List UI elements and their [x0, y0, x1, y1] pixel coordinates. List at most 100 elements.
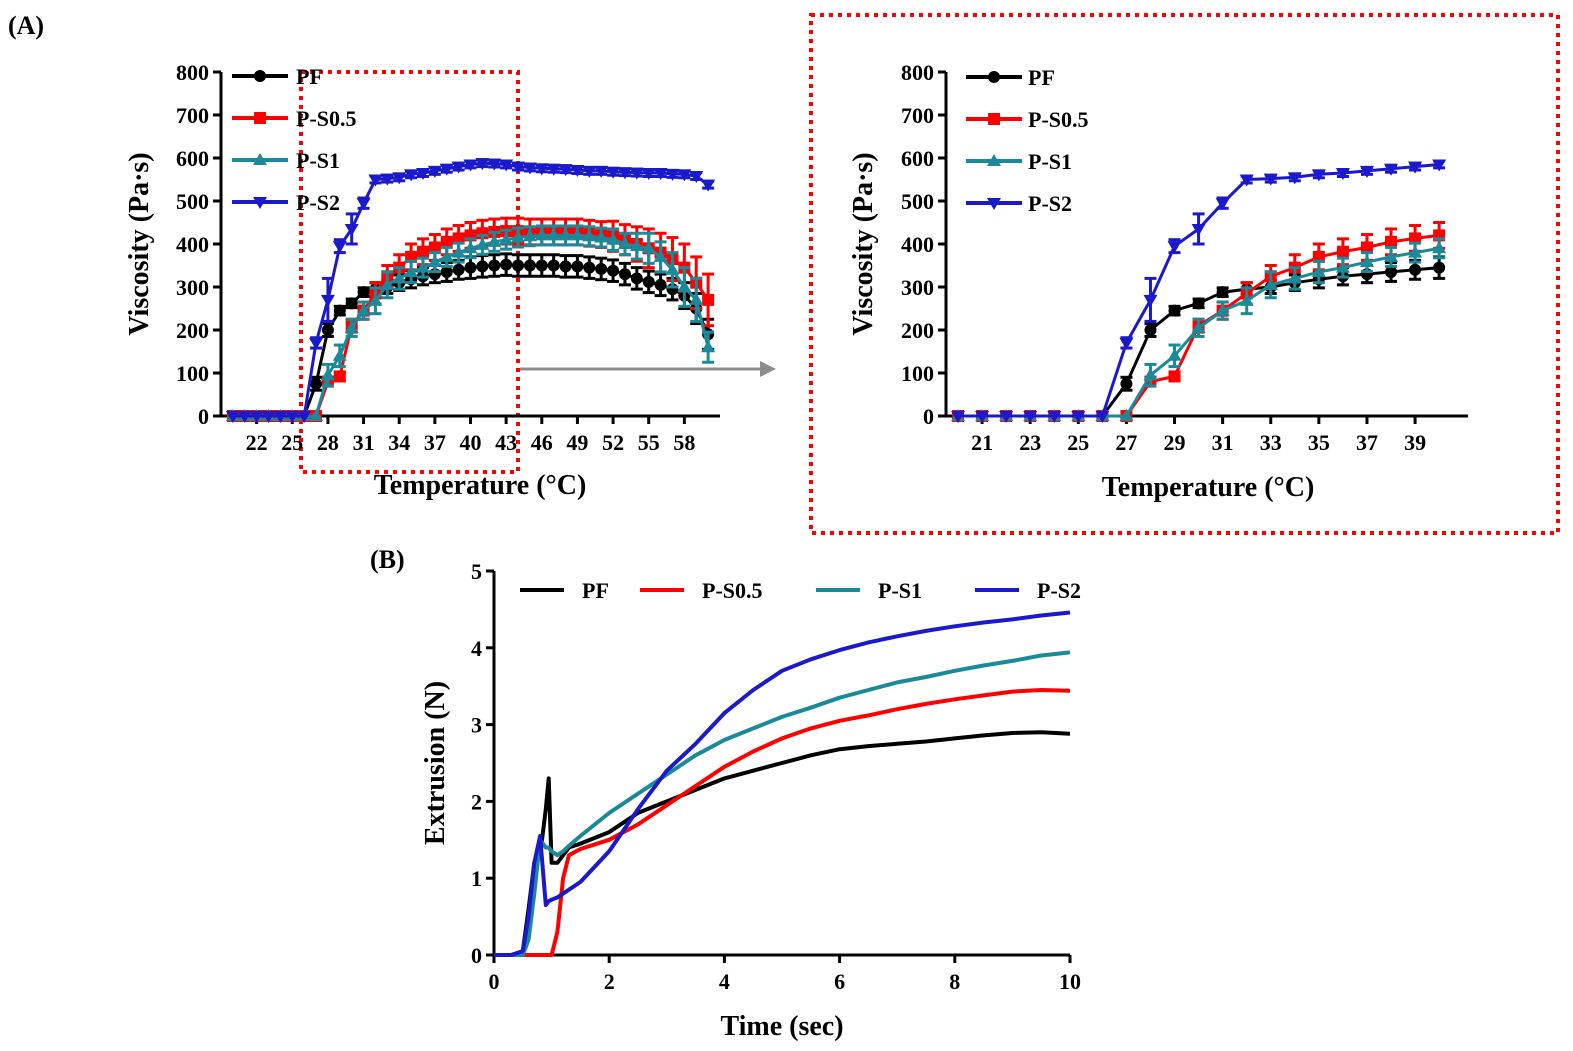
zoom-panel-frame — [809, 13, 1560, 535]
a-full-legend-marker-p-s1 — [253, 153, 267, 165]
a-full-point-pf — [464, 261, 477, 274]
a-full-point-p-s1 — [415, 260, 430, 273]
a-zoom-point-p-s1 — [1408, 245, 1423, 258]
chart-viscosity-zoom: 0 100 200 300 400 500 600 700 800 21 23 25 27 29 31 33 3… — [848, 60, 1468, 503]
a-full-x-tick-label: 52 — [602, 430, 624, 455]
a-zoom-point-p-s1 — [1167, 348, 1182, 361]
b-legend-label-p-s2: P-S2 — [1037, 578, 1081, 603]
a-zoom-line-pf — [958, 266, 1440, 418]
a-full-y-tick-label: 600 — [176, 146, 209, 171]
b-legend-label-p-s1: P-S1 — [878, 578, 922, 603]
a-zoom-point-p-s1 — [1191, 320, 1206, 333]
a-full-point-p-s0-5 — [416, 245, 429, 258]
a-zoom-point-p-s1 — [1287, 271, 1302, 284]
b-line-pf — [494, 730, 1071, 957]
a-full-point-p-s2 — [356, 198, 371, 211]
a-full-point-p-s1 — [558, 228, 573, 241]
a-full-point-p-s2 — [344, 223, 359, 236]
a-full-point-p-s2 — [499, 159, 514, 172]
a-full-point-p-s2 — [582, 165, 597, 178]
a-full-y-tick-label: 200 — [176, 318, 209, 343]
a-full-point-p-s2 — [285, 411, 300, 423]
a-full-point-p-s1 — [344, 320, 359, 333]
a-full-point-p-s1 — [320, 368, 335, 381]
a-full-y-tick-label: 500 — [176, 189, 209, 214]
a-zoom-point-p-s0-5 — [1385, 235, 1398, 248]
a-full-point-p-s1 — [546, 228, 561, 241]
a-zoom-y-axis-title: Viscosity (Pa·s) — [848, 152, 879, 335]
a-full-point-pf — [440, 265, 453, 278]
a-zoom-legend-marker-p-s0-5 — [988, 113, 1000, 125]
a-zoom-point-p-s1 — [1119, 409, 1134, 421]
a-full-point-p-s2 — [522, 162, 537, 175]
a-full-point-p-s1 — [689, 292, 704, 305]
a-full-y-tick-label: 0 — [198, 404, 209, 429]
a-full-point-pf — [452, 263, 465, 276]
a-full-point-p-s1 — [475, 237, 490, 250]
a-full-point-p-s2 — [415, 168, 430, 181]
a-full-point-p-s1 — [487, 234, 502, 247]
a-full-point-p-s2 — [392, 172, 407, 185]
a-zoom-series-p-s2 — [951, 159, 1447, 423]
b-y-tick-label: 1 — [471, 866, 482, 891]
a-zoom-point-pf — [1409, 263, 1422, 276]
a-full-series-p-s1 — [225, 224, 716, 421]
a-zoom-point-p-s1 — [1432, 241, 1447, 254]
b-series-p-s0-5 — [494, 688, 1071, 957]
a-full-point-p-s1 — [463, 241, 478, 254]
a-full-legend-marker-p-s2 — [253, 197, 267, 209]
a-zoom-x-tick-label: 23 — [1019, 430, 1041, 455]
a-zoom-point-pf — [1120, 377, 1133, 390]
a-zoom-point-p-s1 — [1263, 277, 1278, 290]
a-full-point-p-s2 — [546, 163, 561, 176]
a-full-point-p-s2 — [665, 168, 680, 181]
a-full-point-p-s2 — [368, 174, 383, 187]
a-full-point-p-s2 — [511, 161, 526, 174]
chart-extrusion: 0 1 2 3 4 5 0 2 4 6 8 10 Time (sec) Extrusion (N) PF P-… — [420, 559, 1081, 1042]
a-full-x-tick-label: 28 — [317, 430, 339, 455]
a-full-point-pf — [476, 260, 489, 273]
a-zoom-point-pf — [1192, 297, 1205, 310]
a-full-point-pf — [642, 275, 655, 288]
a-full-point-p-s1 — [451, 245, 466, 258]
a-full-legend-marker-p-s0-5 — [254, 112, 266, 124]
a-zoom-point-p-s1 — [1384, 249, 1399, 262]
b-y-axis-title: Extrusion (N) — [420, 681, 451, 845]
a-zoom-series-pf — [952, 255, 1446, 422]
a-full-point-p-s2 — [677, 169, 692, 182]
a-full-point-p-s1 — [427, 255, 442, 268]
a-full-point-p-s0-5 — [440, 235, 453, 248]
a-full-point-p-s1 — [368, 293, 383, 306]
a-full-point-p-s2 — [237, 411, 252, 423]
b-line-p-s2 — [494, 610, 1071, 957]
a-full-y-tick-label: 300 — [176, 275, 209, 300]
a-zoom-legend-marker-p-s2 — [987, 198, 1001, 210]
a-full-point-pf — [535, 259, 548, 272]
a-full-point-p-s1 — [677, 280, 692, 292]
a-full-y-tick-label: 800 — [176, 60, 209, 85]
a-full-y-tick-label: 700 — [176, 103, 209, 128]
a-zoom-point-pf — [1144, 324, 1157, 336]
a-zoom-point-p-s1 — [1215, 303, 1230, 316]
a-full-point-p-s1 — [582, 229, 597, 242]
a-zoom-point-p-s2 — [1071, 411, 1086, 423]
a-full-point-p-s1 — [570, 228, 585, 241]
a-full-point-p-s1 — [332, 348, 347, 361]
a-full-point-p-s2 — [689, 171, 704, 184]
a-zoom-y-tick-label: 500 — [901, 189, 934, 214]
a-full-point-p-s2 — [427, 165, 442, 178]
a-zoom-legend-label-p-s0-5: P-S0.5 — [1028, 107, 1089, 132]
a-full-point-p-s1 — [309, 409, 324, 421]
a-full-y-axis-title: Viscosity (Pa·s) — [124, 152, 155, 335]
a-full-point-p-s2 — [439, 163, 454, 176]
a-full-x-tick-label: 46 — [531, 430, 553, 455]
a-full-point-p-s2 — [475, 158, 490, 171]
a-full-point-p-s2 — [320, 294, 335, 307]
a-zoom-y-tick-label: 700 — [901, 103, 934, 128]
a-zoom-y-tick-label: 200 — [901, 318, 934, 343]
a-zoom-x-tick-label: 31 — [1212, 430, 1234, 455]
a-zoom-point-p-s2 — [1215, 198, 1230, 211]
a-full-point-pf — [654, 278, 667, 291]
a-full-point-p-s2 — [404, 169, 419, 182]
a-full-x-tick-label: 55 — [638, 430, 660, 455]
